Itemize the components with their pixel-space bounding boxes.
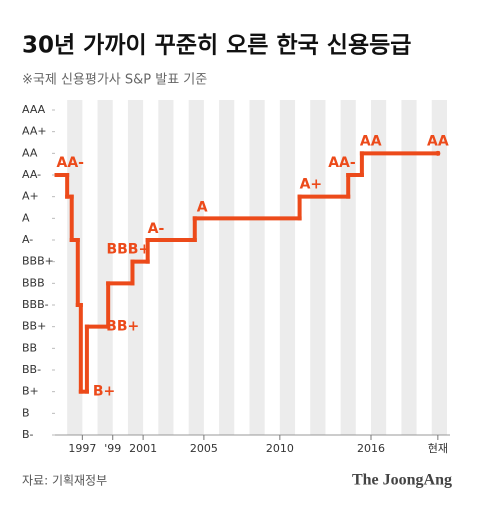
data-label: A-	[148, 221, 165, 237]
data-label: AA-	[328, 155, 356, 171]
x-tick-label: 2005	[190, 442, 218, 455]
data-label: A+	[300, 177, 323, 193]
year-stripe	[219, 100, 235, 435]
data-label: BBB+	[106, 242, 150, 258]
data-label: AA	[360, 133, 382, 149]
year-stripe	[67, 100, 83, 435]
chart-subtitle: ※국제 신용평가사 S&P 발표 기준	[22, 73, 207, 88]
year-stripe	[431, 100, 447, 435]
year-stripe	[97, 100, 113, 435]
data-label: B+	[93, 384, 115, 400]
data-label: BB+	[106, 319, 139, 335]
y-tick-label: A+	[22, 190, 39, 203]
year-stripe	[127, 100, 144, 435]
x-tick-label: 2010	[266, 442, 294, 455]
y-tick-label: A	[22, 211, 30, 224]
y-tick-label: B-	[22, 428, 34, 441]
year-stripe	[249, 100, 265, 435]
y-tick-label: A-	[22, 233, 33, 246]
logo: The JoongAng	[352, 472, 452, 489]
year-stripe	[340, 100, 356, 435]
year-stripe	[310, 100, 326, 435]
y-tick-label: BBB-	[22, 298, 49, 311]
data-label: AA	[427, 133, 449, 149]
end-point	[435, 150, 441, 156]
y-tick-label: B+	[22, 385, 39, 398]
x-tick-label: 2001	[129, 442, 157, 455]
y-tick-label: BBB	[22, 276, 45, 289]
y-tick-label: AA-	[22, 168, 41, 181]
x-tick-label: 2016	[357, 442, 385, 455]
y-tick-label: BB-	[22, 363, 41, 376]
year-stripe	[188, 100, 204, 435]
x-tick-label: '99	[104, 442, 121, 455]
source: 자료: 기획재정부	[22, 474, 107, 488]
y-tick-label: AAA	[22, 103, 46, 116]
x-tick-label: 1997	[68, 442, 96, 455]
y-tick-label: BB	[22, 341, 37, 354]
data-label: A	[197, 199, 208, 215]
x-tick-label: 현재	[428, 442, 448, 455]
year-stripe	[158, 100, 174, 435]
year-stripe	[401, 100, 417, 435]
y-tick-label: BBB+	[22, 255, 54, 268]
y-tick-label: BB+	[22, 320, 46, 333]
data-label: AA-	[57, 155, 85, 171]
y-tick-label: AA	[22, 146, 38, 159]
year-stripe	[371, 100, 387, 435]
y-tick-label: B	[22, 406, 30, 419]
y-tick-label: AA+	[22, 125, 47, 138]
chart-title: 30년 가까이 꾸준히 오른 한국 신용등급	[22, 33, 411, 59]
year-stripe	[279, 100, 296, 435]
